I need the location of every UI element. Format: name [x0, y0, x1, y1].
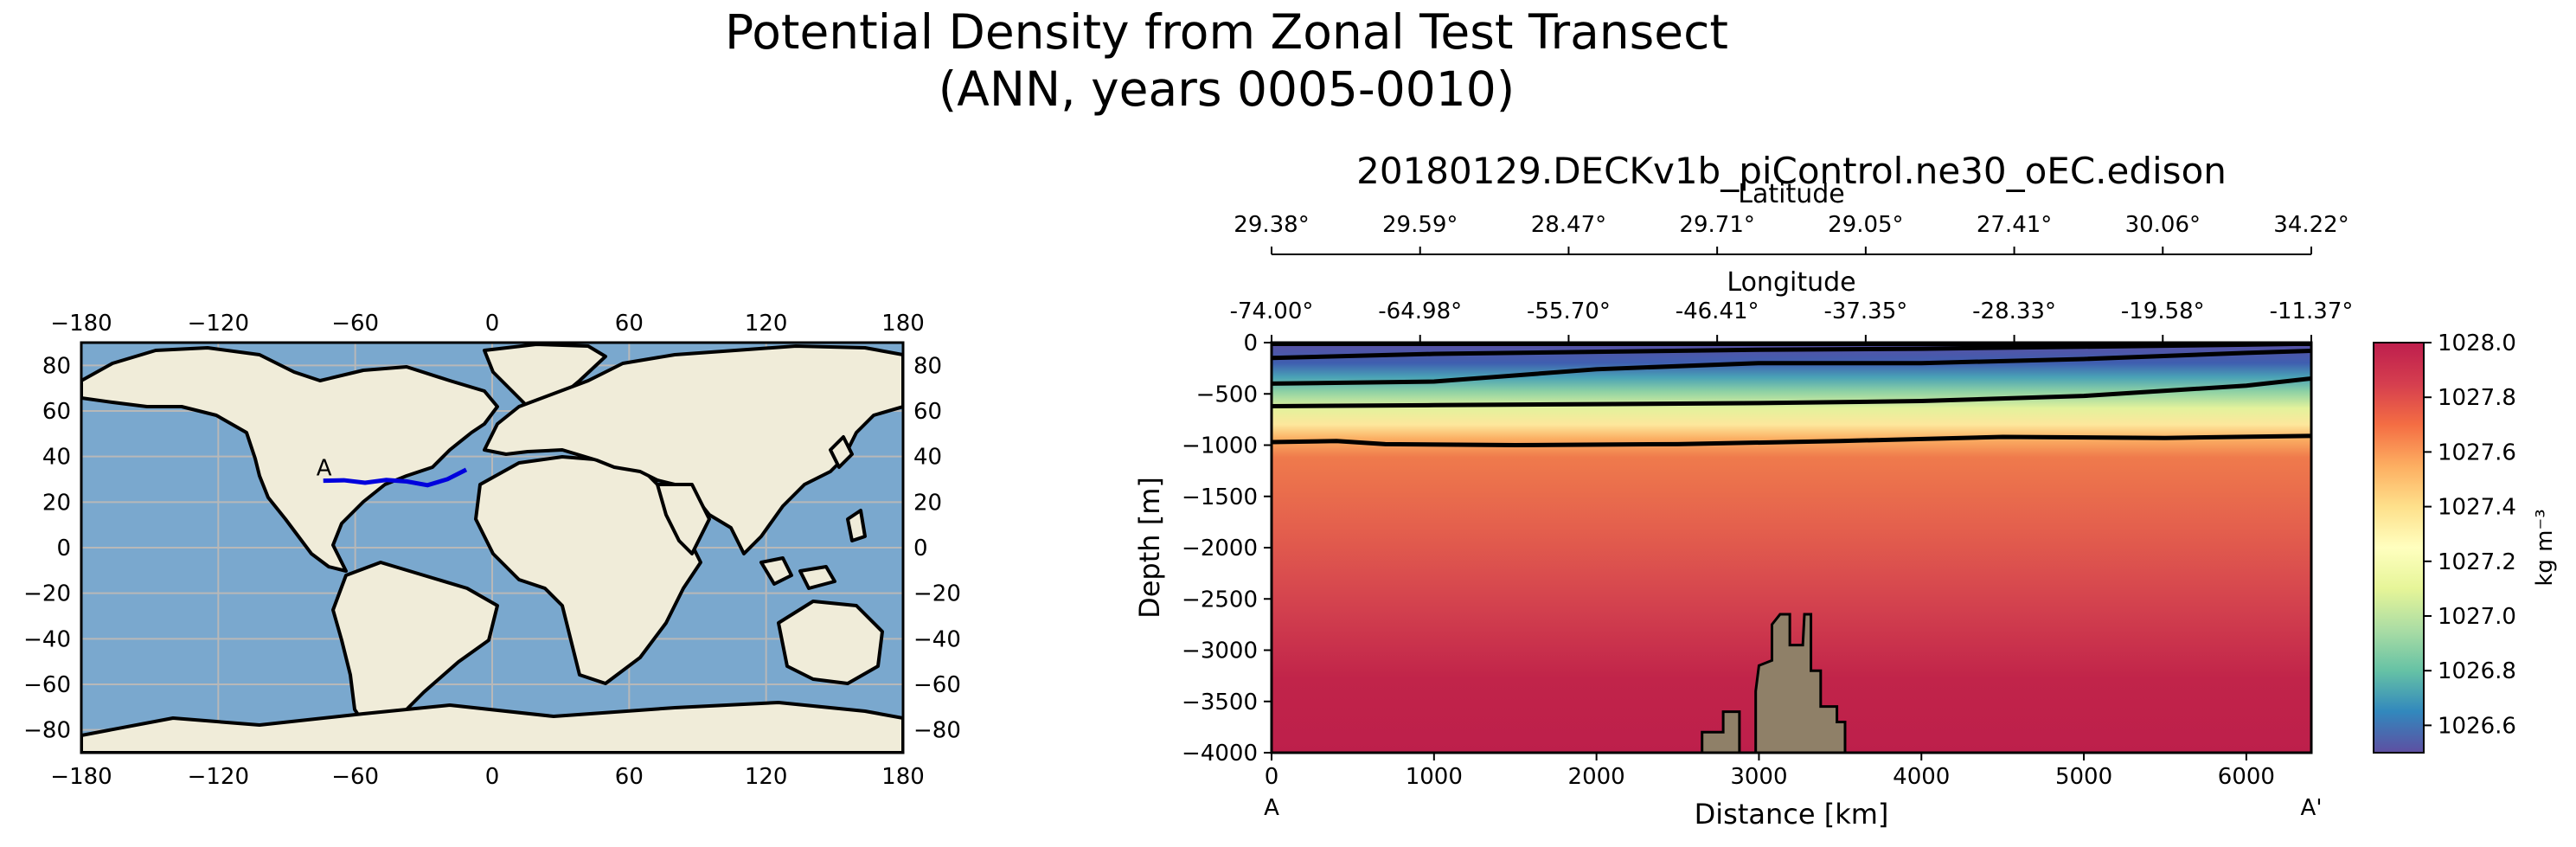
colorbar-tick-label: 1027.8 — [2438, 385, 2516, 411]
latitude-title: Latitude — [1738, 179, 1844, 209]
map-lat-tick-left: −60 — [23, 672, 71, 698]
latitude-tick-label: 29.59° — [1382, 212, 1458, 238]
map-lon-tick-top: 180 — [881, 311, 925, 337]
colorbar-tick-label: 1027.4 — [2438, 495, 2516, 521]
longitude-axis: Longitude -74.00° -64.98° -55.70° -46.41° -37… — [1230, 267, 2354, 343]
map-lat-tick-left: −80 — [23, 718, 71, 744]
y-tick-label: −3000 — [1182, 638, 1258, 664]
x-tick-label: 0 — [1265, 764, 1279, 790]
map-lat-tick-left: 0 — [56, 536, 71, 561]
longitude-title: Longitude — [1727, 267, 1855, 298]
y-tick-label: 0 — [1243, 330, 1258, 356]
latitude-tick-label: 29.38° — [1234, 212, 1309, 238]
colorbar-tick-label: 1026.8 — [2438, 658, 2516, 684]
longitude-tick-label: -46.41° — [1676, 298, 1759, 324]
y-tick-label: −500 — [1196, 382, 1258, 407]
y-tick-label: −2500 — [1182, 587, 1258, 613]
map-lat-tick-right: 20 — [913, 490, 942, 516]
colorbar-tick-label: 1027.0 — [2438, 604, 2516, 630]
latitude-tick-label: 30.06° — [2125, 212, 2201, 238]
colorbar-label: kg m⁻³ — [2532, 509, 2558, 586]
y-tick-label: −4000 — [1182, 741, 1258, 767]
y-tick-label: −1500 — [1182, 484, 1258, 510]
y-tick-label: −3500 — [1182, 690, 1258, 715]
map-start-label: A — [317, 456, 332, 482]
map-lat-tick-right: 60 — [913, 399, 942, 425]
map-lat-tick-right: −20 — [913, 581, 961, 607]
colorbar-ticks: 1028.0 1027.8 1027.6 1027.4 1027.2 1027.0 1026… — [2424, 330, 2516, 739]
map-lat-tick-right: −80 — [913, 718, 961, 744]
latitude-tick-label: 28.47° — [1531, 212, 1606, 238]
map-lon-tick-bottom: 180 — [881, 764, 925, 790]
y-tick-label: −2000 — [1182, 536, 1258, 561]
map-lon-tick-bottom: −120 — [188, 764, 249, 790]
map-lat-tick-right: −60 — [913, 672, 961, 698]
figure: Potential Density from Zonal Test Transe… — [0, 0, 2576, 847]
longitude-tick-label: -28.33° — [1972, 298, 2056, 324]
x-tick-label: 3000 — [1730, 764, 1787, 790]
map-lon-tick-bottom: −180 — [50, 764, 112, 790]
y-tick-label: −1000 — [1182, 433, 1258, 459]
x-axis-ticks: 0 1000 2000 3000 4000 5000 6000 — [1265, 753, 2275, 790]
latitude-tick-label: 34.22° — [2273, 212, 2349, 238]
x-tick-label: 2000 — [1568, 764, 1625, 790]
latitude-tick-label: 29.71° — [1679, 212, 1754, 238]
x-tick-label: 4000 — [1893, 764, 1950, 790]
map-lat-tick-left: 20 — [42, 490, 71, 516]
map-lat-tick-left: 60 — [42, 399, 71, 425]
figure-title-line1: Potential Density from Zonal Test Transe… — [725, 4, 1728, 60]
map-lon-tick-bottom: 120 — [745, 764, 788, 790]
figure-title-line2: (ANN, years 0005-0010) — [939, 61, 1515, 117]
map-lon-tick-top: −60 — [331, 311, 379, 337]
map-lat-tick-left: −40 — [23, 626, 71, 652]
x-tick-label: 1000 — [1406, 764, 1463, 790]
map-lon-tick-top: 120 — [745, 311, 788, 337]
longitude-tick-label: -11.37° — [2270, 298, 2354, 324]
map-lat-tick-left: 40 — [42, 445, 71, 471]
section-start-label: A — [1264, 795, 1279, 821]
colorbar-tick-label: 1026.6 — [2438, 713, 2516, 739]
map-lon-tick-top: 60 — [615, 311, 644, 337]
map-lon-tick-bottom: −60 — [331, 764, 379, 790]
latitude-tick-label: 29.05° — [1828, 212, 1903, 238]
latitude-tick-label: 27.41° — [1977, 212, 2052, 238]
y-axis-ticks: 0 −500 −1000 −1500 −2000 −2500 −3000 −3500 −4000 — [1182, 330, 1272, 767]
world-map: A −180 −180 −120 −120 −60 −60 0 0 60 60 120 120 180 1… — [23, 311, 961, 790]
map-lon-tick-bottom: 0 — [485, 764, 500, 790]
longitude-tick-label: -64.98° — [1378, 298, 1462, 324]
colorbar-tick-label: 1027.2 — [2438, 549, 2516, 575]
map-lat-tick-right: 40 — [913, 445, 942, 471]
section-end-label: A' — [2301, 795, 2323, 821]
x-tick-label: 6000 — [2218, 764, 2275, 790]
longitude-tick-label: -19.58° — [2121, 298, 2205, 324]
map-lon-tick-top: −120 — [188, 311, 249, 337]
map-lon-tick-top: −180 — [50, 311, 112, 337]
map-lat-tick-left: 80 — [42, 353, 71, 379]
colorbar-tick-label: 1027.6 — [2438, 440, 2516, 465]
map-lon-tick-top: 0 — [485, 311, 500, 337]
longitude-tick-label: -74.00° — [1230, 298, 1314, 324]
longitude-tick-label: -55.70° — [1527, 298, 1611, 324]
map-lat-tick-right: −40 — [913, 626, 961, 652]
transect-section-plot: 20180129.DECKv1b_piControl.ne30_oEC.edis… — [1133, 150, 2558, 831]
map-lat-tick-right: 0 — [913, 536, 928, 561]
land-australia — [779, 601, 882, 683]
x-axis-label: Distance [km] — [1695, 798, 1889, 831]
colorbar-tick-label: 1028.0 — [2438, 330, 2516, 356]
map-lat-tick-left: −20 — [23, 581, 71, 607]
map-lon-tick-bottom: 60 — [615, 764, 644, 790]
x-tick-label: 5000 — [2055, 764, 2112, 790]
y-axis-label: Depth [m] — [1133, 477, 1166, 619]
colorbar — [2374, 343, 2424, 753]
map-lat-tick-right: 80 — [913, 353, 942, 379]
longitude-tick-label: -37.35° — [1823, 298, 1907, 324]
